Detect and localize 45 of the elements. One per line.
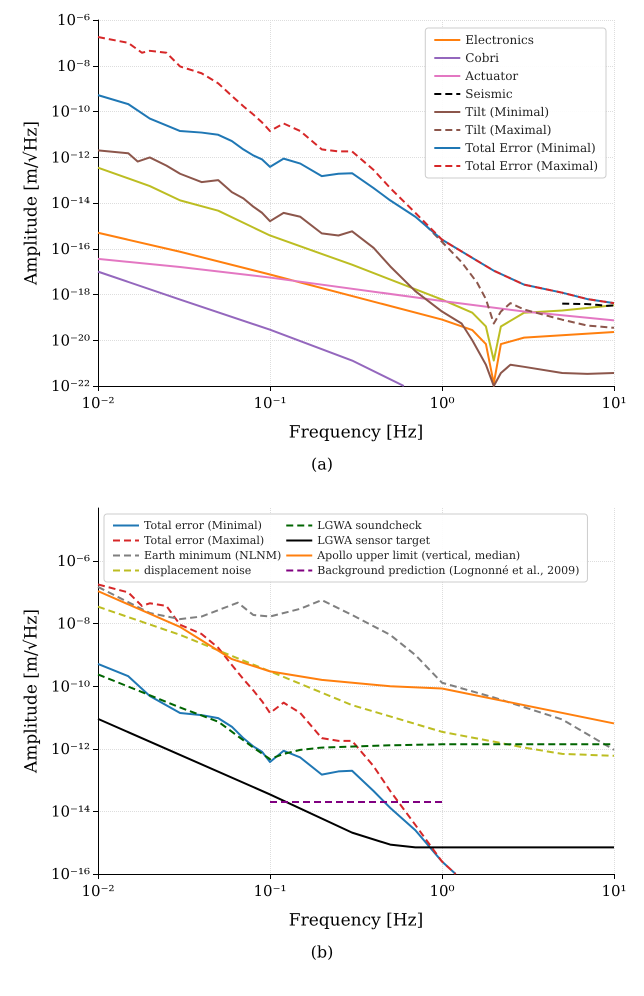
legend-label: LGWA soundcheck — [317, 519, 422, 532]
y-tick-label: 10⁻¹⁴ — [50, 194, 90, 212]
y-tick-label: 10⁻¹⁸ — [50, 286, 90, 304]
x-tick-label: 10⁻² — [81, 394, 115, 412]
legend-label: Total error (Minimal) — [144, 519, 262, 532]
y-axis-title: Amplitude [m/√Hz] — [22, 120, 42, 286]
text: (a) — [310, 454, 334, 474]
y-tick-label: 10⁻⁸ — [56, 614, 90, 633]
y-tick-label: 10⁻²⁰ — [50, 331, 90, 350]
legend-label: Electronics — [465, 33, 534, 47]
y-axis-title: Amplitude [m/√Hz] — [22, 608, 42, 774]
y-tick-label: 10⁻²² — [50, 377, 90, 395]
legend-label: Seismic — [465, 87, 513, 101]
x-tick-label: 10⁰ — [429, 882, 455, 900]
legend-label: Total Error (Maximal) — [465, 159, 598, 173]
x-axis-title: Frequency [Hz] — [288, 910, 424, 930]
legend-label: Earth minimum (NLNM) — [144, 549, 282, 562]
legend-label: Total Error (Minimal) — [465, 141, 596, 155]
y-tick-label: 10⁻¹⁶ — [50, 240, 90, 258]
y-tick-label: 10⁻⁸ — [56, 56, 90, 75]
text: (b) — [310, 942, 334, 962]
legend-label: Cobri — [465, 51, 500, 65]
legend-label: Tilt (Maximal) — [465, 123, 552, 137]
x-tick-label: 10⁻² — [81, 882, 115, 900]
x-tick-label: 10¹ — [601, 882, 627, 900]
legend-label: Background prediction (Lognonné et al., 2009) — [317, 564, 580, 577]
y-tick-label: 10⁻¹⁶ — [50, 865, 90, 883]
legend-label: displacement noise — [144, 564, 252, 577]
x-axis-title: Frequency [Hz] — [288, 422, 424, 442]
x-tick-label: 10⁻¹ — [253, 882, 287, 900]
y-tick-label: 10⁻⁶ — [56, 11, 90, 29]
y-tick-label: 10⁻¹⁴ — [50, 802, 90, 820]
y-tick-label: 10⁻¹² — [50, 148, 90, 166]
legend-label: Actuator — [464, 69, 518, 83]
y-tick-label: 10⁻¹² — [50, 740, 90, 758]
legend-label: Total error (Maximal) — [144, 534, 264, 547]
x-tick-label: 10⁻¹ — [253, 394, 287, 412]
y-tick-label: 10⁻⁶ — [56, 552, 90, 570]
y-tick-label: 10⁻¹⁰ — [50, 102, 90, 120]
legend-label: Tilt (Minimal) — [465, 105, 550, 119]
legend-label: Apollo upper limit (vertical, median) — [316, 549, 520, 562]
x-tick-label: 10¹ — [601, 394, 627, 412]
x-tick-label: 10⁰ — [429, 394, 455, 412]
legend-label: LGWA sensor target — [317, 534, 431, 547]
y-tick-label: 10⁻¹⁰ — [50, 677, 90, 696]
